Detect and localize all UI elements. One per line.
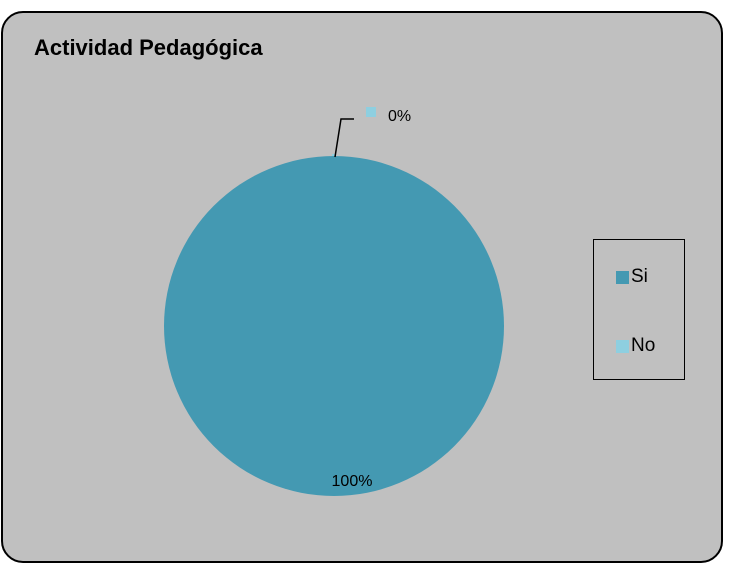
- legend-swatch-no: [616, 339, 629, 353]
- leader-line-no: [334, 118, 354, 158]
- legend: Si No: [593, 239, 685, 380]
- data-label-swatch-no: [366, 107, 376, 117]
- data-label-no: 0%: [388, 108, 411, 125]
- pie-slice-si: [164, 156, 504, 496]
- data-label-si: 100%: [332, 473, 373, 490]
- legend-label-no: No: [631, 335, 656, 356]
- legend-item-no: No: [616, 335, 655, 357]
- chart-title: Actividad Pedagógica: [34, 35, 263, 60]
- legend-swatch-si: [616, 270, 629, 284]
- pie-slice-no: [332, 154, 336, 156]
- legend-label-si: Si: [631, 266, 648, 287]
- legend-item-si: Si: [616, 266, 648, 288]
